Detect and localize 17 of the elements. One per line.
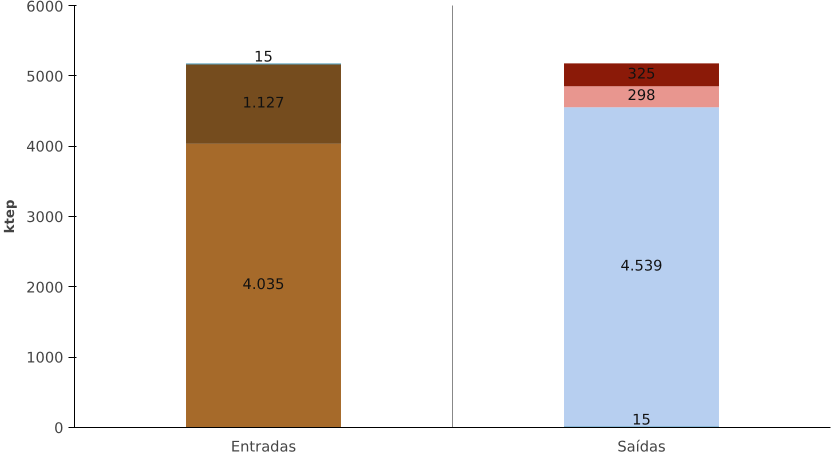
- data-label: 4.539: [620, 257, 662, 274]
- data-label: 15: [254, 48, 273, 66]
- y-tick-label: 0: [54, 420, 64, 437]
- data-label: 4.035: [242, 276, 284, 294]
- y-tick-label: 2000: [26, 279, 64, 296]
- data-label: 325: [628, 65, 656, 82]
- y-tick-label: 1000: [26, 350, 64, 367]
- x-tick-label: Saídas: [617, 438, 666, 456]
- y-tick-label: 4000: [26, 138, 64, 156]
- data-label: 1.127: [242, 94, 284, 112]
- y-tick-label: 5000: [26, 68, 64, 86]
- y-tick-label: 6000: [26, 0, 64, 16]
- x-tick-label: Entradas: [230, 438, 296, 456]
- y-tick-label: 3000: [26, 209, 64, 226]
- data-label: 15: [632, 411, 651, 428]
- y-axis-title: ktep: [3, 200, 18, 234]
- data-label: 298: [628, 87, 656, 104]
